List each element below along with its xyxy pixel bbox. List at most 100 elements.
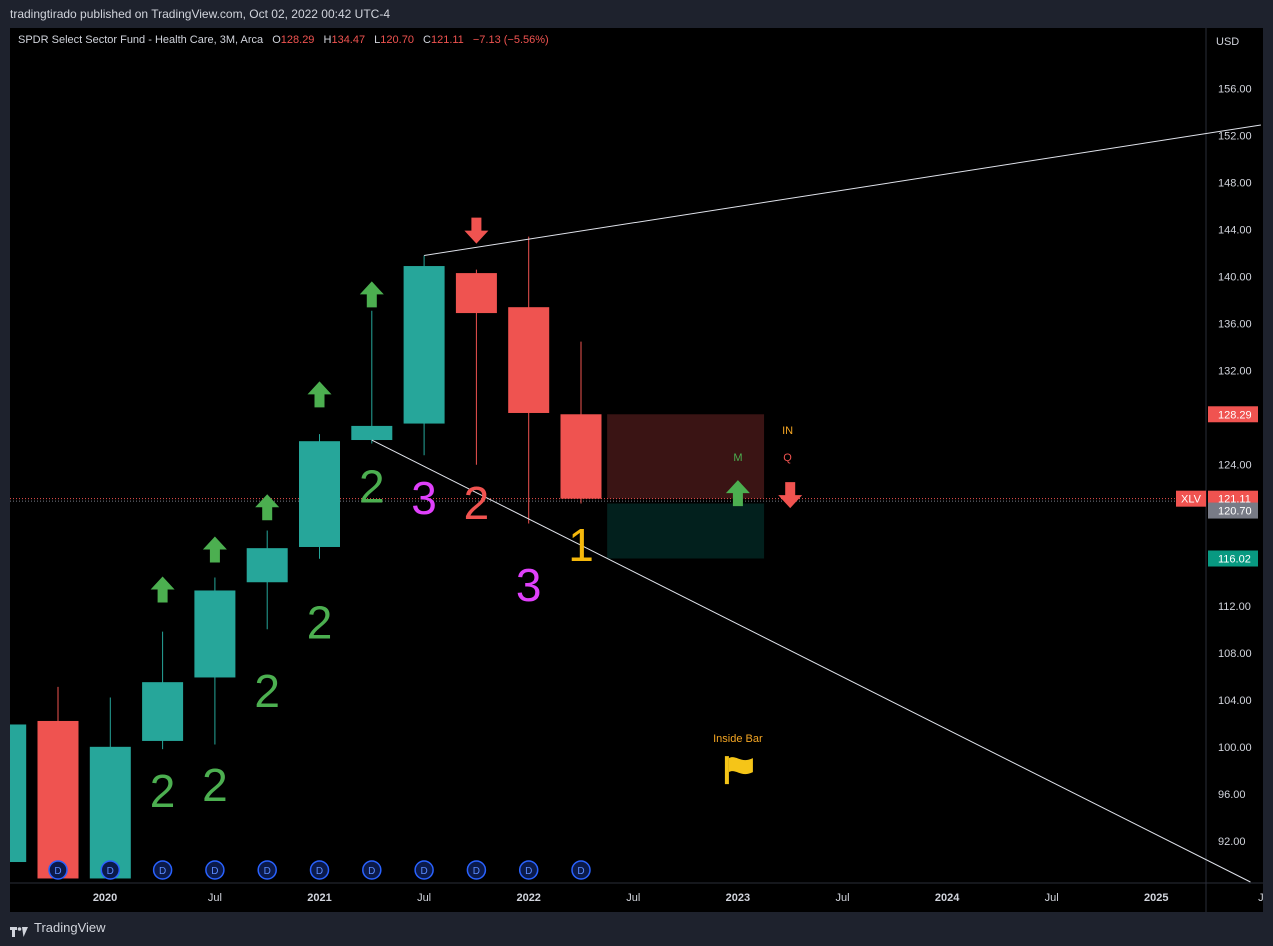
y-tick-label: 100.00 <box>1218 742 1252 754</box>
legend-high-label: H <box>323 34 332 46</box>
arrow-up-icon <box>255 494 280 521</box>
candle-body <box>194 590 236 678</box>
arrow-up-icon <box>307 381 332 408</box>
arrow-up-icon <box>725 480 750 507</box>
dividend-icon: D <box>309 860 330 880</box>
svg-text:D: D <box>159 866 166 877</box>
svg-text:D: D <box>577 866 584 877</box>
y-tick-label: 96.00 <box>1218 789 1246 801</box>
x-tick-label: 2020 <box>93 892 117 904</box>
footer: TradingView <box>10 916 106 940</box>
strat-label: 2 <box>202 759 228 811</box>
legend-close-label: C <box>423 34 431 46</box>
svg-text:D: D <box>264 866 271 877</box>
price-tag-value: 128.29 <box>1218 409 1252 421</box>
strat-label: 2 <box>150 765 176 817</box>
dividend-icon: D <box>571 860 591 880</box>
x-tick-label: Jul <box>835 892 849 904</box>
arrow-up-icon <box>202 536 227 563</box>
legend-symbol: SPDR Select Sector Fund - Health Care, 3… <box>18 34 264 46</box>
candle-body <box>508 307 550 413</box>
y-tick-label: 136.00 <box>1218 319 1252 331</box>
inside-bar-label: Inside Bar <box>713 733 763 745</box>
dividend-icon: D <box>205 860 225 880</box>
candle-body <box>455 273 497 314</box>
legend-close: 121.11 <box>430 34 464 46</box>
chart-panel[interactable]: USD 2 2 2 2 2 3 2 3 1 IN M Q Inside Bar D D D D D D D D D D D 156… <box>10 28 1263 912</box>
candle-body <box>351 425 393 441</box>
svg-text:D: D <box>107 866 114 877</box>
x-tick-label: 2024 <box>935 892 960 904</box>
strat-label: 2 <box>464 477 490 529</box>
trendline-1 <box>371 439 1251 883</box>
trendline-0 <box>424 124 1261 256</box>
flag-icon <box>724 756 753 785</box>
svg-text:D: D <box>473 866 480 877</box>
y-tick-label: 92.00 <box>1218 836 1246 848</box>
dividend-icon: D <box>152 860 173 880</box>
arrow-down-icon <box>778 482 803 509</box>
candle-body <box>299 441 340 547</box>
x-tick-label: 2022 <box>516 892 540 904</box>
svg-text:D: D <box>316 866 323 877</box>
chart-legend: SPDR Select Sector Fund - Health Care, 3… <box>18 34 549 46</box>
x-tick-label: Jul <box>1045 892 1059 904</box>
legend-high: 134.47 <box>331 34 366 46</box>
dividend-icon: D <box>414 860 434 880</box>
legend-open-label: O <box>272 34 281 46</box>
strat-label: 2 <box>307 597 333 649</box>
y-tick-label: 156.00 <box>1218 84 1252 96</box>
x-tick-label: Jul <box>626 892 640 904</box>
dividend-icon: D <box>257 860 277 880</box>
x-tick-label: Jul <box>208 892 222 904</box>
svg-text:D: D <box>420 866 427 877</box>
price-tag-value: 116.02 <box>1218 554 1251 566</box>
tradingview-logo-icon <box>10 922 28 937</box>
svg-text:D: D <box>54 866 61 877</box>
price-tag-bg <box>1208 502 1258 519</box>
candle-body <box>37 720 79 879</box>
dividend-icon: D <box>518 860 539 880</box>
x-tick-label: 2021 <box>307 892 331 904</box>
strat-label: 3 <box>411 472 437 524</box>
price-tag-bg <box>1208 406 1258 423</box>
dividend-icon: D <box>48 860 68 880</box>
box-note: M <box>733 452 742 464</box>
y-tick-label: 148.00 <box>1218 178 1252 190</box>
strat-label: 2 <box>254 665 280 717</box>
symbol-tag-bg <box>1176 490 1206 507</box>
candle-body <box>142 682 184 741</box>
currency-label: USD <box>1216 36 1239 48</box>
publisher-line: tradingtirado published on TradingView.c… <box>10 7 391 21</box>
strat-label: 3 <box>516 559 542 611</box>
legend-low-label: L <box>374 34 381 46</box>
symbol-tag: XLV <box>1181 494 1202 506</box>
svg-text:D: D <box>211 866 218 877</box>
legend-change: −7.13 (−5.56%) <box>472 34 549 46</box>
candle-body <box>10 724 27 863</box>
candle-body <box>560 414 602 499</box>
footer-brand: TradingView <box>34 920 106 935</box>
y-tick-label: 140.00 <box>1218 272 1252 284</box>
arrow-up-icon <box>359 281 384 308</box>
price-tag-bg <box>1208 550 1258 567</box>
dividend-icon: D <box>100 860 121 880</box>
candle-body <box>246 548 288 583</box>
box-note: Q <box>783 452 792 464</box>
zone-box-1 <box>607 503 765 559</box>
y-tick-label: 124.00 <box>1218 460 1252 472</box>
x-tick-label: J <box>1258 892 1263 904</box>
box-note: IN <box>782 425 793 437</box>
y-tick-label: 132.00 <box>1218 366 1252 378</box>
y-tick-label: 152.00 <box>1218 131 1252 143</box>
svg-text:D: D <box>368 866 375 877</box>
svg-text:D: D <box>525 866 532 877</box>
y-tick-label: 108.00 <box>1218 648 1252 660</box>
x-tick-label: 2025 <box>1144 892 1168 904</box>
y-tick-label: 104.00 <box>1218 695 1252 707</box>
price-tag-value: 120.70 <box>1218 506 1252 518</box>
legend-open: 128.29 <box>280 34 315 46</box>
y-tick-label: 144.00 <box>1218 225 1252 237</box>
candle-body <box>89 746 131 879</box>
